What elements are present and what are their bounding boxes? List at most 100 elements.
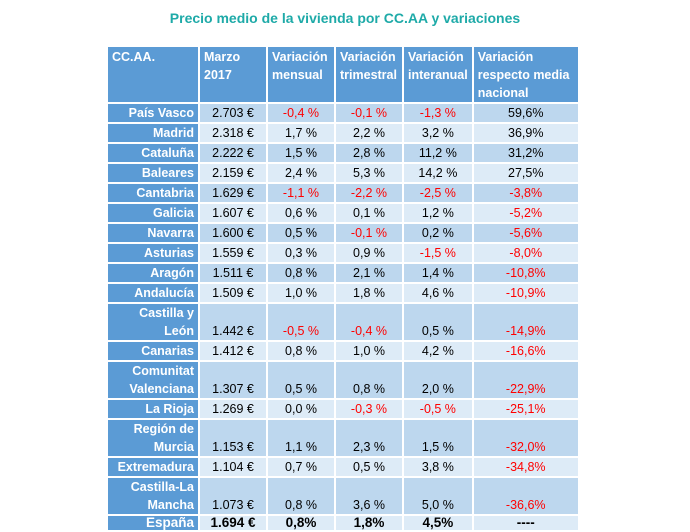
table-cell: 2,0 % — [402, 360, 474, 400]
region-name: Comunitat Valenciana — [106, 360, 200, 400]
table-row: Aragón 1.511 €0,8 % 2,1 % 1,4 % -10,8% — [106, 262, 580, 284]
table-cell: 3,2 % — [402, 122, 474, 144]
table-row: Canarias 1.412 €0,8 % 1,0 % 4,2 % -16,6% — [106, 340, 580, 362]
region-name: Cataluña — [106, 142, 200, 164]
header-row: CC.AA. Marzo 2017 Variación mensual Variaci… — [106, 45, 580, 104]
table-cell: 3,6 % — [334, 476, 404, 516]
table-cell: 1.073 € — [198, 476, 268, 516]
region-name: Andalucía — [106, 282, 200, 304]
region-name: País Vasco — [106, 102, 200, 124]
table-cell: 2.222 € — [198, 142, 268, 164]
table-cell: 14,2 % — [402, 162, 474, 184]
table-cell: 1.559 € — [198, 242, 268, 264]
table-cell: -1,5 % — [402, 242, 474, 264]
table-cell: 59,6% — [471, 102, 580, 124]
table-cell: -8,0% — [471, 242, 580, 264]
table-cell: ---- — [471, 514, 580, 532]
table-cell: -0,4 % — [266, 102, 336, 124]
column-header: Marzo 2017 — [198, 45, 268, 104]
table-row: Cantabria 1.629 € -1,1 % -2,2 % -2,5 % -3,8% — [106, 182, 580, 204]
table-cell: 1.269 € — [198, 398, 268, 420]
table-cell: 2,1 % — [334, 262, 404, 284]
table-cell: -0,1 % — [334, 222, 404, 244]
table-cell: 0,7 % — [266, 456, 336, 478]
table-cell: -14,9% — [471, 302, 580, 342]
table-cell: 27,5% — [471, 162, 580, 184]
table-cell: -36,6% — [471, 476, 580, 516]
table-cell: 0,8 % — [266, 262, 336, 284]
table-cell: 0,9 % — [334, 242, 404, 264]
table-cell: 0,8 % — [266, 340, 336, 362]
table-cell: -1,1 % — [266, 182, 336, 204]
table-row: Región de Murcia 1.153 €1,1 % 2,3 % 1,5 % -32… — [106, 418, 580, 458]
table-cell: 0,0 % — [266, 398, 336, 420]
table-cell: 0,1 % — [334, 202, 404, 224]
table-cell: 1,0 % — [334, 340, 404, 362]
table-row: Baleares 2.159 €2,4 % 5,3 % 14,2 % 27,5% — [106, 162, 580, 184]
table-cell: -22,9% — [471, 360, 580, 400]
table-cell: 0,8% — [266, 514, 336, 532]
table-row: La Rioja 1.269 €0,0 % -0,3 % -0,5 % -25,1% — [106, 398, 580, 420]
table-cell: -0,3 % — [334, 398, 404, 420]
table-cell: -2,2 % — [334, 182, 404, 204]
table-cell: 0,2 % — [402, 222, 474, 244]
table-cell: 1.442 € — [198, 302, 268, 342]
region-name: Asturias — [106, 242, 200, 264]
table-cell: 1.104 € — [198, 456, 268, 478]
region-name: Navarra — [106, 222, 200, 244]
region-name: Galicia — [106, 202, 200, 224]
table-cell: 1.153 € — [198, 418, 268, 458]
table-cell: 0,6 % — [266, 202, 336, 224]
region-name: Baleares — [106, 162, 200, 184]
table-cell: 4,5% — [402, 514, 474, 532]
table-cell: 1,7 % — [266, 122, 336, 144]
table-cell: 5,3 % — [334, 162, 404, 184]
table-row: Navarra 1.600 €0,5 % -0,1 % 0,2 % -5,6% — [106, 222, 580, 244]
table-cell: 1,1 % — [266, 418, 336, 458]
table-cell: -34,8% — [471, 456, 580, 478]
table-cell: -1,3 % — [402, 102, 474, 124]
table-cell: 2,4 % — [266, 162, 336, 184]
table-row: Andalucía 1.509 €1,0 % 1,8 % 4,6 % -10,9% — [106, 282, 580, 304]
table-cell: 2,8 % — [334, 142, 404, 164]
column-header: Variación interanual — [402, 45, 474, 104]
table-cell: 31,2% — [471, 142, 580, 164]
table-cell: 1.509 € — [198, 282, 268, 304]
table-cell: 1.511 € — [198, 262, 268, 284]
table-cell: -5,6% — [471, 222, 580, 244]
column-header: Variación respecto media nacional — [471, 45, 580, 104]
table-cell: 3,8 % — [402, 456, 474, 478]
table-cell: 1.629 € — [198, 182, 268, 204]
table-cell: -2,5 % — [402, 182, 474, 204]
table-cell: 2.318 € — [198, 122, 268, 144]
region-name: Castilla y León — [106, 302, 200, 342]
table-cell: 1,8 % — [334, 282, 404, 304]
table-row: Cataluña 2.222 €1,5 % 2,8 % 11,2 % 31,2% — [106, 142, 580, 164]
table-cell: 1.412 € — [198, 340, 268, 362]
table-cell: 0,8 % — [334, 360, 404, 400]
region-name: Castilla-La Mancha — [106, 476, 200, 516]
region-name: Madrid — [106, 122, 200, 144]
table-cell: -16,6% — [471, 340, 580, 362]
column-header: Variación mensual — [266, 45, 336, 104]
table-cell: -0,5 % — [402, 398, 474, 420]
table-cell: 1.307 € — [198, 360, 268, 400]
table-cell: 4,6 % — [402, 282, 474, 304]
table-cell: 2.703 € — [198, 102, 268, 124]
table-row: Madrid 2.318 €1,7 % 2,2 % 3,2 % 36,9% — [106, 122, 580, 144]
table-cell: -0,5 % — [266, 302, 336, 342]
table-cell: 5,0 % — [402, 476, 474, 516]
table-cell: 0,8 % — [266, 476, 336, 516]
table-cell: 0,3 % — [266, 242, 336, 264]
table-cell: 2,2 % — [334, 122, 404, 144]
table-cell: -32,0% — [471, 418, 580, 458]
table-cell: -3,8% — [471, 182, 580, 204]
table-row: País Vasco 2.703 € -0,4 % -0,1 % -1,3 % 59,6% — [106, 102, 580, 124]
table-cell: 1,4 % — [402, 262, 474, 284]
table-row: España 1.694 €0,8% 1,8% 4,5% ---- — [106, 514, 580, 532]
column-header: CC.AA. — [106, 45, 200, 104]
table-cell: 0,5 % — [266, 360, 336, 400]
table-cell: -0,1 % — [334, 102, 404, 124]
table-row: Comunitat Valenciana 1.307 €0,5 % 0,8 % 2,0 … — [106, 360, 580, 400]
table-cell: 11,2 % — [402, 142, 474, 164]
